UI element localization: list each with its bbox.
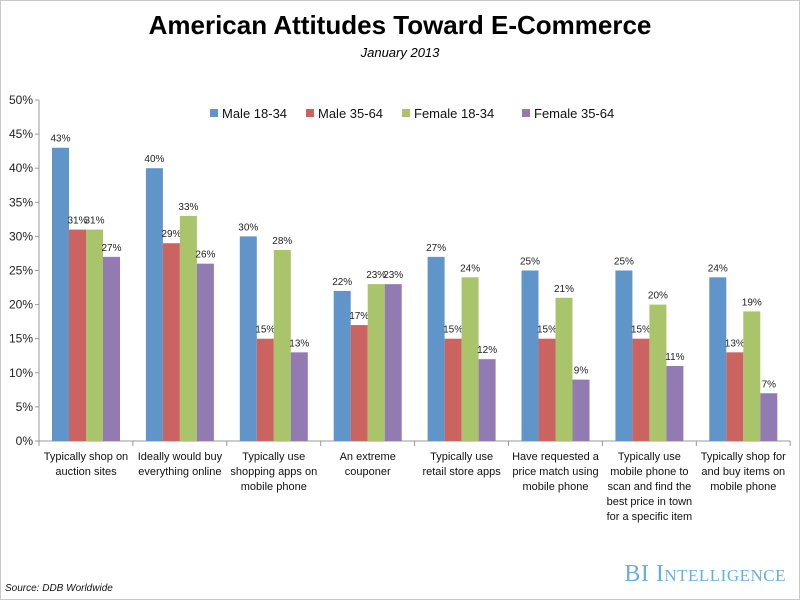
bar [86,229,103,441]
bar [478,359,496,441]
data-label: 13% [725,338,745,349]
data-label: 31% [84,216,104,227]
data-label: 20% [648,291,668,302]
y-tick-label: 30% [9,229,33,243]
bar [333,290,351,441]
data-label: 33% [178,202,198,213]
data-label: 24% [708,263,728,274]
data-label: 23% [366,270,386,281]
data-label: 17% [349,311,369,322]
bar [145,168,163,441]
data-label: 9% [574,366,589,377]
data-label: 15% [443,325,463,336]
data-label: 15% [255,325,275,336]
legend-swatch [306,109,314,117]
legend-label: Male 35-64 [318,106,383,121]
legend-label: Female 18-34 [414,106,494,121]
data-label: 21% [554,284,574,295]
data-label: 27% [101,243,121,254]
bar [103,256,120,441]
bar [632,338,650,441]
legend-label: Female 35-64 [534,106,614,121]
bar [162,243,180,441]
data-label: 25% [614,257,634,268]
data-label: 40% [144,154,164,165]
bar [273,250,291,441]
bar [69,229,86,441]
data-label: 15% [631,325,651,336]
data-label: 26% [195,250,215,261]
bar [760,393,778,441]
y-tick-label: 45% [9,127,33,141]
data-label: 12% [477,345,497,356]
data-label: 11% [665,352,684,363]
y-tick-label: 15% [9,332,33,346]
data-label: 7% [762,379,777,390]
source-note: Source: DDB Worldwide [5,583,113,594]
bar [444,338,462,441]
y-tick-label: 20% [9,298,33,312]
bi-intelligence-logo: BI Intelligence [624,561,786,587]
data-label: 13% [289,338,309,349]
bar [649,304,667,441]
legend-swatch [522,109,530,117]
chart-subtitle: January 2013 [360,45,440,60]
bar [196,263,214,441]
data-label: 27% [426,243,446,254]
bar [427,256,445,441]
bar [350,325,368,441]
data-label: 22% [332,277,352,288]
y-tick-label: 35% [9,195,33,209]
category-label: Typically shop for and buy items on mobi… [700,451,786,493]
bar [384,284,402,441]
bar [367,284,385,441]
category-label: Ideally would buy everything online [137,451,223,478]
data-label: 15% [537,325,557,336]
legend-swatch [210,109,218,117]
bar [256,338,274,441]
data-label: 29% [161,229,181,240]
data-label: 24% [460,263,480,274]
bar [290,352,308,441]
category-label: An extreme couponer [339,451,396,478]
bar [461,277,479,441]
bar [615,270,633,441]
data-label: 25% [520,257,540,268]
bar [555,297,573,441]
data-label: 23% [383,270,403,281]
bar [709,277,727,441]
y-tick-label: 25% [9,264,33,278]
y-tick-label: 5% [16,400,34,414]
bar [726,352,744,441]
category-label: Typically shop on auction sites [43,451,129,478]
bar [666,365,684,441]
data-label: 31% [67,216,87,227]
data-label: 43% [50,134,70,145]
y-tick-label: 40% [9,161,33,175]
legend-swatch [402,109,410,117]
category-label: Typically use shopping apps on mobile ph… [230,451,318,493]
category-label: Typically use mobile phone to scan and f… [606,451,693,523]
y-tick-label: 50% [9,93,33,107]
category-label: Have requested a price match using mobil… [512,451,599,493]
bar [743,311,761,441]
data-label: 19% [742,297,762,308]
category-label: Typically use retail store apps [422,451,501,478]
chart-title: American Attitudes Toward E-Commerce [148,10,652,40]
data-label: 28% [272,236,292,247]
bar [521,270,539,441]
bar [239,236,257,441]
legend-label: Male 18-34 [222,106,287,121]
bar [572,379,590,441]
bar [179,215,197,441]
bar [538,338,556,441]
y-tick-label: 0% [16,434,34,448]
data-label: 30% [238,222,258,233]
bar [52,147,69,442]
y-tick-label: 10% [9,366,33,380]
